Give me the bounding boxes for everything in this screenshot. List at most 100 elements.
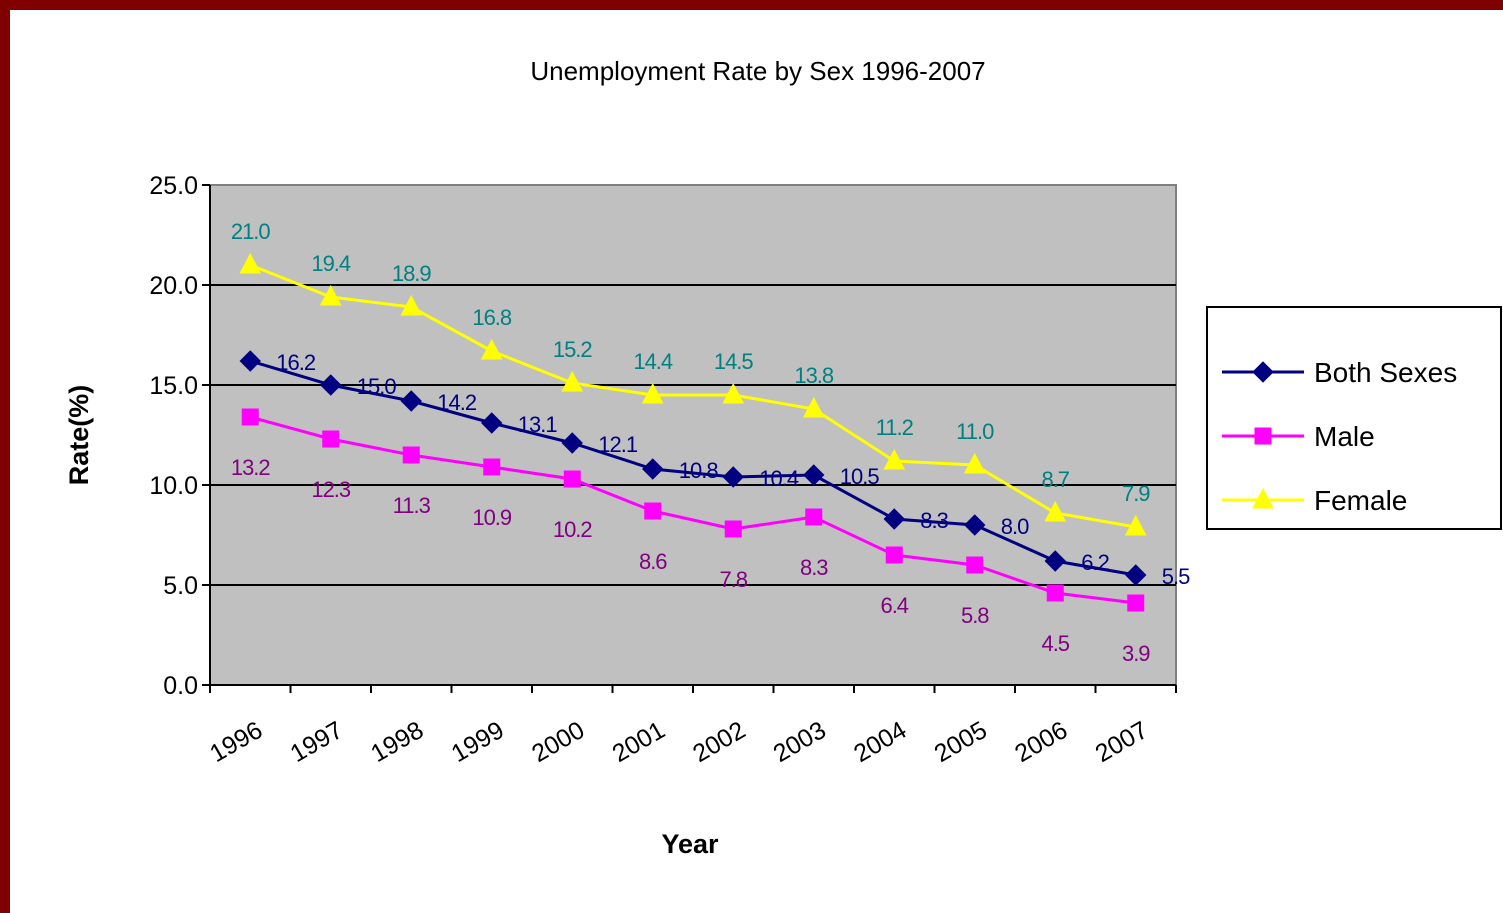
series-female	[239, 252, 1147, 536]
data-label: 5.8	[961, 603, 989, 628]
legend-item-female: Female	[1222, 485, 1407, 516]
marker-triangle	[883, 448, 906, 470]
gridlines	[202, 184, 1176, 686]
data-label: 14.2	[437, 390, 477, 415]
series-line	[249, 263, 1137, 529]
data-label: 10.9	[472, 505, 512, 530]
line-chart: Unemployment Rate by Sex 1996-2007 0.0 5.…	[64, 56, 1502, 859]
x-tick-label: 2006	[1010, 716, 1072, 768]
data-labels-layer: 16.2 15.0 14.2 13.1 12.1 10.8 10.4 10.5 8.3 8.0 6.…	[231, 219, 1191, 666]
marker-square	[644, 502, 662, 520]
marker-square	[805, 508, 823, 526]
x-tick-label: 2004	[849, 716, 911, 768]
y-tick-labels: 0.0 5.0 10.0 15.0 20.0 25.0	[149, 172, 198, 700]
axes	[209, 185, 1177, 693]
x-tick-label: 2007	[1091, 716, 1153, 768]
legend-label: Male	[1314, 421, 1375, 452]
marker-diamond	[561, 432, 583, 454]
marker-diamond	[642, 458, 664, 480]
legend: Both Sexes Male Female	[1206, 306, 1502, 530]
data-label: 4.5	[1041, 631, 1069, 656]
data-label: 8.6	[639, 549, 667, 574]
marker-square	[241, 408, 259, 426]
x-tick-label: 2001	[608, 716, 670, 768]
marker-diamond	[1125, 564, 1147, 586]
data-label: 5.5	[1162, 564, 1190, 589]
series-layer	[239, 252, 1147, 612]
data-label: 8.7	[1041, 467, 1069, 492]
x-tick-label: 2002	[688, 716, 750, 768]
marker-square	[966, 556, 984, 574]
legend-label: Female	[1314, 485, 1407, 516]
x-tick-label: 2005	[930, 716, 992, 768]
marker-triangle	[963, 452, 986, 474]
y-axis-label: Rate(%)	[64, 385, 94, 486]
marker-triangle	[1124, 514, 1147, 536]
marker-triangle	[1044, 500, 1067, 522]
data-label: 13.8	[794, 363, 834, 388]
series-line	[249, 415, 1136, 605]
marker-diamond	[964, 514, 986, 536]
marker-triangle	[802, 396, 825, 418]
marker-square	[1127, 594, 1145, 612]
marker-triangle	[319, 284, 342, 306]
marker-diamond	[1044, 550, 1066, 572]
marker-square	[483, 458, 501, 476]
marker-diamond	[883, 508, 905, 530]
data-label: 7.8	[719, 567, 747, 592]
plot-area	[209, 184, 1177, 686]
y-tick-label: 10.0	[149, 472, 198, 500]
marker-triangle	[561, 370, 584, 392]
data-label: 6.2	[1081, 550, 1109, 575]
data-label: 14.4	[633, 349, 673, 374]
x-tick-label: 1996	[205, 716, 267, 768]
y-tick-label: 5.0	[163, 572, 198, 600]
marker-square	[885, 546, 903, 564]
x-tick-label: 2000	[527, 716, 589, 768]
data-label: 10.5	[840, 464, 880, 489]
y-tick-label: 20.0	[149, 272, 198, 300]
data-label: 16.8	[472, 305, 512, 330]
data-label: 18.9	[392, 261, 432, 286]
marker-triangle	[641, 382, 664, 404]
legend-item-male: Male	[1222, 421, 1375, 452]
marker-triangle	[722, 382, 745, 404]
data-label: 16.2	[276, 350, 316, 375]
marker-triangle	[400, 294, 423, 316]
marker-diamond	[803, 464, 825, 486]
marker-diamond	[481, 412, 503, 434]
data-label: 10.4	[759, 466, 799, 491]
series-both-sexes	[239, 350, 1147, 586]
data-label: 11.0	[956, 419, 994, 444]
marker-diamond	[320, 374, 342, 396]
marker-square	[724, 520, 742, 538]
legend-box	[1206, 306, 1502, 530]
legend-label: Both Sexes	[1314, 357, 1457, 388]
x-tick-label: 2003	[769, 716, 831, 768]
x-axis-label: Year	[661, 829, 719, 859]
data-label: 11.3	[393, 493, 431, 518]
marker-square	[402, 446, 420, 464]
data-label: 14.5	[714, 349, 754, 374]
series-line	[249, 359, 1137, 577]
marker-diamond	[722, 466, 744, 488]
y-tick-label: 15.0	[149, 372, 198, 400]
data-label: 8.3	[920, 508, 948, 533]
data-label: 15.0	[357, 374, 397, 399]
data-label: 8.0	[1001, 514, 1029, 539]
marker-diamond	[1252, 361, 1274, 383]
data-label: 12.1	[598, 432, 638, 457]
y-tick-label: 0.0	[163, 672, 198, 700]
data-label: 6.4	[880, 593, 908, 618]
data-label: 10.2	[553, 517, 593, 542]
marker-square	[1254, 427, 1272, 445]
series-male	[241, 408, 1145, 612]
data-label: 10.8	[679, 458, 719, 483]
x-tick-labels: 1996 1997 1998 1999 2000 2001 2002 2003 2004 2005…	[205, 716, 1153, 768]
data-label: 8.3	[800, 555, 828, 580]
marker-square	[1046, 584, 1064, 602]
marker-triangle	[1252, 487, 1274, 509]
y-tick-label: 25.0	[149, 172, 198, 200]
data-label: 19.4	[311, 251, 351, 276]
data-label: 7.9	[1122, 481, 1150, 506]
